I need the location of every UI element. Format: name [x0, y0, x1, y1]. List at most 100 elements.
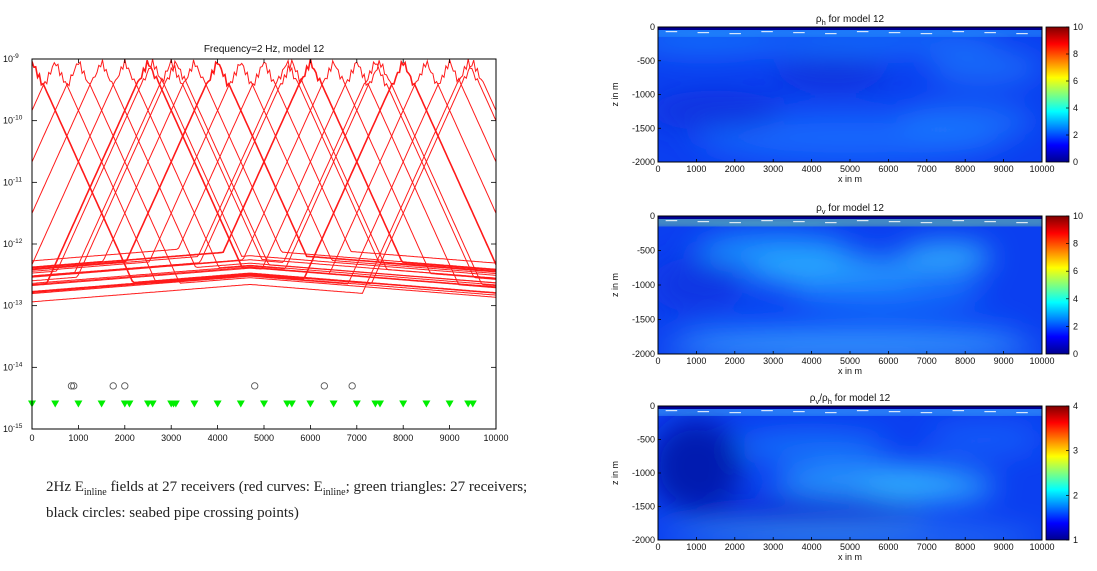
heatmap-x-tick-label: 8000 [955, 542, 975, 552]
heatmap-x-tick-label: 10000 [1029, 356, 1054, 366]
rho-h-heatmap: ρh for model 120 1000 2000 3000 4000 5000 6000… [610, 14, 1083, 184]
heatmap-y-axis-label: z in m [610, 82, 620, 106]
receiver-marker [329, 400, 338, 408]
receiver-marker [468, 400, 477, 408]
heatmap-y-tick-label: -500 [637, 56, 655, 66]
caption-part-1: 2Hz E [46, 479, 84, 495]
left-x-tick-label: 5000 [254, 433, 274, 443]
receiver-marker [399, 400, 408, 408]
left-y-tick-label: 10-15 [3, 423, 23, 434]
heatmap-field [658, 27, 1042, 162]
heatmap-x-tick-label: 9000 [994, 164, 1014, 174]
heatmap-title: ρv/ρh for model 12 [810, 393, 891, 406]
colorbar-tick-label: 4 [1073, 401, 1078, 411]
heatmap-x-axis-label: x in m [838, 552, 862, 562]
receiver-marker [376, 400, 384, 408]
heatmap-x-tick-label: 0 [655, 356, 660, 366]
receiver-marker [97, 400, 106, 408]
pipe-crossing-marker [251, 382, 259, 390]
heatmap-y-tick-label: -1000 [632, 90, 655, 100]
left-x-tick-label: 4000 [208, 433, 228, 443]
heatmap-field [658, 216, 1042, 354]
left-x-tick-label: 7000 [347, 433, 367, 443]
caption-part-2: fields at 27 receivers (red curves: E [106, 479, 323, 495]
heatmap-x-tick-label: 9000 [994, 356, 1014, 366]
heatmap-y-tick-label: -1500 [632, 502, 655, 512]
heatmap-field [658, 406, 1042, 540]
colorbar-tick-label: 6 [1073, 76, 1078, 86]
heatmap-y-tick-label: 0 [650, 401, 655, 411]
efield-curve [32, 59, 496, 270]
colorbar-tick-label: 4 [1073, 294, 1078, 304]
heatmap-x-tick-label: 1000 [686, 164, 706, 174]
receiver-marker [260, 400, 268, 408]
efield-curve [32, 60, 496, 273]
colorbar-tick-label: 0 [1073, 349, 1078, 359]
efield-curve [32, 59, 496, 295]
heatmap-x-tick-label: 9000 [994, 542, 1014, 552]
heatmap-x-tick-label: 4000 [802, 164, 822, 174]
heatmap-title: ρh for model 12 [816, 14, 885, 27]
receiver-marker [445, 400, 454, 408]
heatmap-x-tick-label: 7000 [917, 356, 937, 366]
colorbar [1045, 405, 1070, 541]
efield-curves [32, 59, 496, 303]
heatmap-x-tick-label: 7000 [917, 542, 937, 552]
efield-curve [32, 60, 496, 298]
left-x-tick-label: 1000 [68, 433, 88, 443]
heatmap-y-tick-label: 0 [650, 22, 655, 32]
heatmap-x-tick-label: 10000 [1029, 542, 1054, 552]
efield-curve [32, 59, 496, 303]
left-x-tick-label: 2000 [115, 433, 135, 443]
colorbar-tick-label: 4 [1073, 103, 1078, 113]
efield-curve [32, 60, 496, 280]
heatmap-x-tick-label: 1000 [686, 356, 706, 366]
heatmap-y-tick-label: -1000 [632, 280, 655, 290]
receiver-marker [213, 400, 222, 408]
heatmap-x-tick-label: 5000 [840, 164, 860, 174]
heatmap-x-tick-label: 1000 [686, 542, 706, 552]
efield-curve [32, 59, 496, 271]
colorbar-tick-label: 2 [1073, 130, 1078, 140]
heatmap-y-tick-label: -1500 [632, 123, 655, 133]
colorbar [1045, 215, 1070, 355]
left-y-tick-label: 10-11 [3, 176, 22, 187]
heatmap-y-tick-label: -2000 [632, 349, 655, 359]
receiver-marker [51, 400, 60, 408]
pipe-crossing-marker [320, 382, 328, 390]
rho-v-heatmap: ρv for model 120 1000 2000 3000 4000 5000 6000… [610, 203, 1083, 376]
efield-curve [32, 59, 496, 279]
heatmap-x-axis-label: x in m [838, 366, 862, 376]
receiver-marker [148, 400, 157, 408]
left-y-tick-label: 10-12 [3, 238, 23, 249]
left-x-tick-label: 9000 [440, 433, 460, 443]
left-chart-title: Frequency=2 Hz, model 12 [204, 44, 325, 55]
heatmap-x-tick-label: 0 [655, 164, 660, 174]
colorbar-tick-label: 8 [1073, 239, 1078, 249]
left-y-tick-label: 10-14 [3, 361, 23, 372]
heatmap-x-tick-label: 6000 [878, 164, 898, 174]
efield-curve [32, 61, 496, 296]
heatmap-y-tick-label: -500 [637, 435, 655, 445]
heatmap-x-tick-label: 4000 [802, 356, 822, 366]
left-x-tick-label: 8000 [393, 433, 413, 443]
colorbar-tick-label: 8 [1073, 49, 1078, 59]
heatmap-x-tick-label: 8000 [955, 164, 975, 174]
heatmap-x-tick-label: 8000 [955, 356, 975, 366]
efield-line-chart: Frequency=2 Hz, model 12 0 1000 2000 3000 400… [3, 44, 509, 443]
caption-sub-2: inline [322, 487, 346, 498]
efield-curve [32, 61, 496, 289]
colorbar-tick-label: 0 [1073, 157, 1078, 167]
left-x-tick-label: 3000 [161, 433, 181, 443]
left-y-tick-label: 10-9 [3, 53, 19, 64]
heatmap-y-tick-label: -500 [637, 246, 655, 256]
colorbar-tick-label: 6 [1073, 266, 1078, 276]
left-y-tick-label: 10-13 [3, 300, 23, 311]
pipe-crossing-marker [121, 382, 129, 390]
colorbar-tick-label: 2 [1073, 321, 1078, 331]
heatmap-y-axis-label: z in m [610, 461, 620, 485]
rho-ratio-heatmap: ρv/ρh for model 12 0 1000 2000 3000 4000 5000 6… [610, 393, 1078, 562]
efield-curve [32, 59, 496, 280]
heatmap-x-tick-label: 10000 [1029, 164, 1054, 174]
efield-curve [32, 59, 496, 273]
